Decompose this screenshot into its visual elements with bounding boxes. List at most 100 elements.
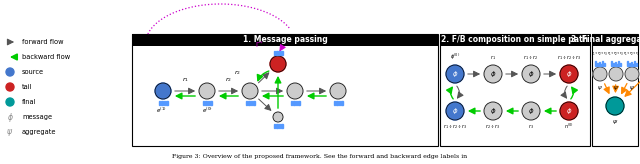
Circle shape [560,102,578,120]
Bar [592,34,638,46]
Text: $r_2$: $r_2$ [225,75,232,84]
Bar [248,101,250,105]
Text: $e^{(1)}$: $e^{(1)}$ [156,106,166,115]
Bar [246,101,247,105]
Bar [636,63,637,66]
Text: Figure 3: Overview of the proposed framework. See the forward and backward edge : Figure 3: Overview of the proposed frame… [172,154,468,159]
Circle shape [593,67,607,81]
Text: message: message [22,114,52,120]
Text: $r_1$: $r_1$ [182,75,188,84]
Bar [161,101,163,105]
Bar [596,63,598,66]
Text: $\phi$: $\phi$ [528,106,534,116]
Bar [207,101,209,105]
Circle shape [446,102,464,120]
Text: $\phi$: $\phi$ [452,69,458,79]
Bar [595,61,596,66]
Text: $\phi^{(0)}$: $\phi^{(0)}$ [450,52,460,62]
Circle shape [287,83,303,99]
Bar [627,61,628,66]
Text: $r_1\circ r_2\circ r_3$: $r_1\circ r_2\circ r_3$ [557,53,581,62]
Text: $r_1\circ r_2\circ r_3$: $r_1\circ r_2\circ r_3$ [443,122,467,131]
Text: 3. Final aggregation: 3. Final aggregation [571,35,640,44]
Bar [440,34,590,46]
Text: $r_1\!\circ\!r_2\!\circ\!r_3$: $r_1\!\circ\!r_2\!\circ\!r_3$ [623,51,640,58]
Text: tail: tail [22,84,33,90]
Bar [336,101,337,105]
Text: $r_1\!\circ\!r_2\!\circ\!r_3$: $r_1\!\circ\!r_2\!\circ\!r_3$ [591,51,609,58]
Bar [614,62,616,66]
Circle shape [330,83,346,99]
Text: aggregate: aggregate [22,129,56,135]
Bar [205,101,207,105]
Circle shape [6,98,14,106]
Bar [253,101,255,105]
Text: $r_1\!\circ\!r_2\!\circ\!r_3$: $r_1\!\circ\!r_2\!\circ\!r_3$ [639,51,640,58]
Circle shape [273,112,283,122]
Bar [600,64,602,66]
Bar [616,64,618,66]
Circle shape [609,67,623,81]
Circle shape [522,102,540,120]
Text: $\Gamma^*$: $\Gamma^*$ [255,40,264,51]
Circle shape [242,83,258,99]
Circle shape [199,83,215,99]
Text: $\phi$: $\phi$ [490,106,496,116]
Bar [291,101,292,105]
Bar [592,34,638,146]
Bar [276,51,278,55]
Bar [281,51,282,55]
Circle shape [484,102,502,120]
Circle shape [270,56,286,72]
Circle shape [560,65,578,83]
Bar [296,101,297,105]
Text: 2. F/B composition on simple path: 2. F/B composition on simple path [442,35,589,44]
Text: $\psi$: $\psi$ [613,84,619,92]
Bar [273,124,275,128]
Text: $e^{(0)}$: $e^{(0)}$ [202,106,212,115]
Bar [278,124,280,128]
Bar [620,63,621,66]
Circle shape [155,83,171,99]
Text: $\psi$: $\psi$ [612,118,618,126]
Text: $\phi$: $\phi$ [490,69,496,79]
Bar [250,101,252,105]
Text: $\phi$: $\phi$ [6,111,13,123]
Bar [293,101,294,105]
Text: $r_3$: $r_3$ [528,122,534,131]
Bar [281,124,282,128]
Bar [440,34,590,146]
Bar [598,62,600,66]
Text: final: final [22,99,36,105]
Bar [166,101,168,105]
Text: $n^{(0)}$: $n^{(0)}$ [564,122,574,131]
Bar [163,101,165,105]
Bar [611,61,612,66]
Circle shape [625,67,639,81]
Bar [341,101,342,105]
Bar [333,101,335,105]
Circle shape [484,65,502,83]
Text: $r_2\circ r_3$: $r_2\circ r_3$ [485,122,500,131]
Circle shape [6,83,14,91]
Text: $r_1$: $r_1$ [490,53,496,62]
Bar [612,63,614,66]
Bar [618,61,620,66]
Circle shape [522,65,540,83]
Text: $r_1\!\circ\!r_2\!\circ\!r_3$: $r_1\!\circ\!r_2\!\circ\!r_3$ [607,51,625,58]
Bar [273,51,275,55]
Text: backward flow: backward flow [22,54,70,60]
Bar [159,101,160,105]
Bar [202,101,204,105]
Bar [602,61,604,66]
Text: $\psi$: $\psi$ [6,126,13,137]
Bar [339,101,340,105]
Bar [132,34,438,146]
Text: forward flow: forward flow [22,39,63,45]
Text: $\psi$: $\psi$ [629,84,635,92]
Bar [630,62,632,66]
Text: 1. Message passing: 1. Message passing [243,35,328,44]
Text: source: source [22,69,44,75]
Bar [278,51,280,55]
Text: $\phi$: $\phi$ [528,69,534,79]
